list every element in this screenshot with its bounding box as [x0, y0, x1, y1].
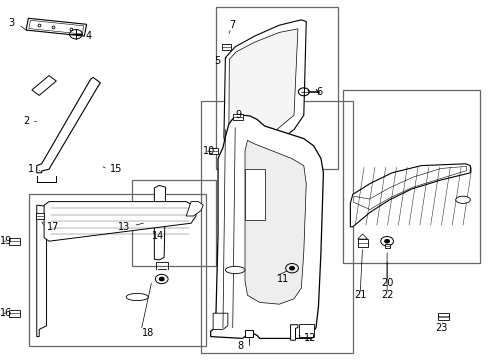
Bar	[358, 239, 368, 247]
Text: 12: 12	[304, 333, 316, 343]
Bar	[36, 213, 44, 219]
Text: 9: 9	[235, 110, 241, 120]
Text: 2: 2	[23, 116, 29, 126]
Polygon shape	[224, 20, 306, 157]
Bar	[385, 244, 390, 248]
Text: 22: 22	[381, 290, 393, 300]
Polygon shape	[37, 205, 47, 337]
Text: 4: 4	[86, 31, 92, 41]
Text: 7: 7	[229, 20, 236, 30]
Polygon shape	[26, 18, 87, 36]
Polygon shape	[186, 202, 203, 216]
Circle shape	[385, 239, 390, 243]
Circle shape	[290, 266, 294, 270]
Bar	[29, 194, 206, 346]
Text: 20: 20	[381, 278, 393, 288]
Text: 10: 10	[203, 146, 216, 156]
Text: 8: 8	[237, 341, 243, 351]
Polygon shape	[245, 140, 306, 304]
Polygon shape	[32, 76, 56, 95]
Polygon shape	[44, 202, 196, 241]
Text: 17: 17	[47, 222, 59, 232]
Polygon shape	[211, 115, 323, 338]
Text: 11: 11	[277, 274, 289, 284]
Polygon shape	[154, 185, 166, 260]
Polygon shape	[245, 169, 265, 220]
Bar	[201, 101, 353, 353]
Text: 3: 3	[9, 18, 15, 28]
Polygon shape	[350, 164, 470, 227]
Text: 6: 6	[316, 87, 322, 97]
Bar	[343, 90, 480, 263]
Polygon shape	[299, 324, 314, 337]
Text: 15: 15	[110, 164, 122, 174]
Text: 21: 21	[354, 290, 367, 300]
Bar	[132, 180, 216, 266]
Bar	[9, 310, 20, 317]
Ellipse shape	[225, 266, 245, 274]
Text: 23: 23	[435, 323, 447, 333]
Text: 5: 5	[214, 56, 220, 66]
Polygon shape	[213, 313, 228, 329]
Bar	[222, 44, 231, 50]
Bar	[245, 330, 253, 337]
Text: 19: 19	[0, 236, 12, 246]
Bar	[216, 7, 338, 169]
Ellipse shape	[456, 196, 470, 203]
Bar	[438, 313, 449, 320]
Bar	[233, 114, 243, 120]
Circle shape	[159, 277, 164, 281]
Polygon shape	[37, 77, 100, 173]
Text: 18: 18	[142, 328, 154, 338]
Polygon shape	[291, 325, 298, 340]
Text: 13: 13	[118, 222, 130, 232]
Text: 14: 14	[152, 231, 164, 241]
Bar	[9, 238, 20, 245]
Text: 16: 16	[0, 308, 12, 318]
Text: 1: 1	[28, 164, 34, 174]
Bar	[209, 148, 218, 154]
Polygon shape	[229, 29, 298, 148]
Ellipse shape	[126, 293, 148, 301]
Polygon shape	[358, 234, 368, 239]
